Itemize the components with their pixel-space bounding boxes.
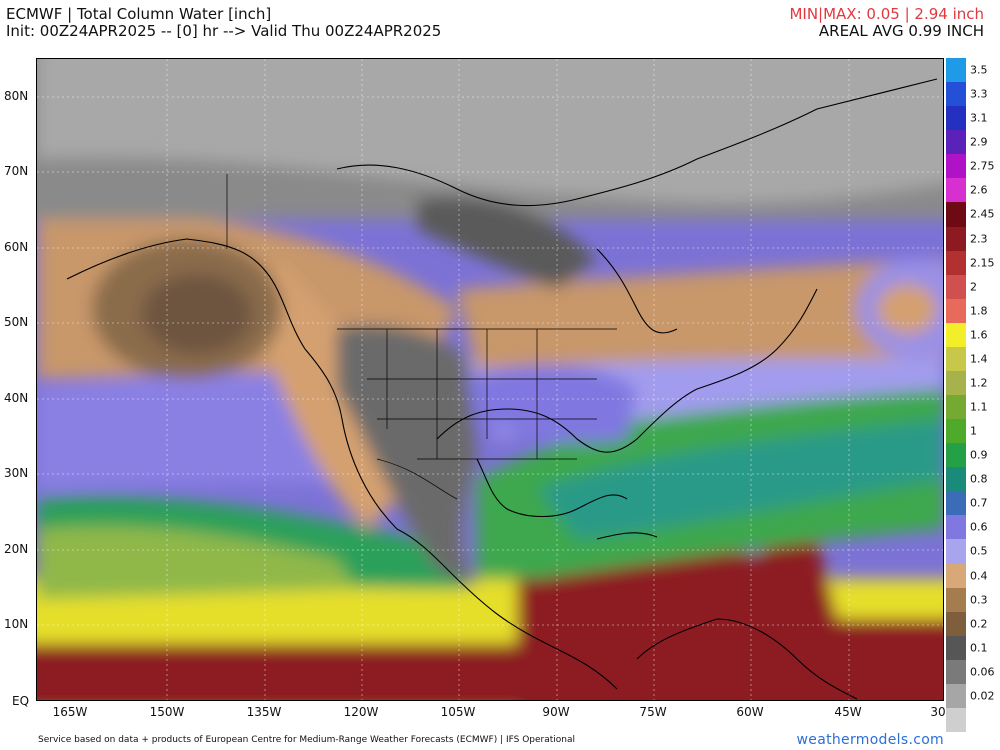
data-credit: Service based on data + products of Euro… [38, 735, 576, 745]
colorbar-swatch [946, 82, 966, 107]
colorbar-swatch [946, 683, 966, 709]
lat-label-30n: 30N [4, 466, 29, 480]
colorbar-tick-label: 2.9 [970, 135, 988, 149]
colorbar-swatch [946, 58, 966, 83]
lon-label-120w: 120W [343, 705, 379, 719]
colorbar-tick-label: 0.3 [970, 593, 988, 607]
map-canvas [37, 59, 943, 700]
state-borders [226, 174, 617, 500]
colorbar-tick-label: 0.06 [970, 665, 995, 679]
colorbar-swatch [946, 130, 966, 155]
lat-label-60n: 60N [4, 240, 29, 254]
colorbar-tick-label: 0.6 [970, 520, 988, 534]
lat-label-eq: EQ [12, 694, 30, 708]
lon-label-75w: 75W [639, 705, 667, 719]
colorbar-tick-label: 1.2 [970, 376, 988, 390]
lon-label-30w: 30 [930, 705, 946, 719]
lat-label-70n: 70N [4, 164, 29, 178]
colorbar-swatch [946, 395, 966, 420]
colorbar-tick-label: 3.5 [970, 63, 988, 77]
min-max-readout: MIN|MAX: 0.05 | 2.94 inch [789, 5, 984, 23]
colorbar-swatch [946, 250, 966, 276]
colorbar-swatch [946, 370, 966, 396]
colorbar-swatch [946, 563, 966, 589]
colorbar-swatch [946, 322, 966, 348]
colorbar-swatch [946, 659, 966, 685]
colorbar-swatch [946, 539, 966, 564]
lon-label-90w: 90W [542, 705, 570, 719]
lon-label-135w: 135W [246, 705, 282, 719]
init-valid-time: Init: 00Z24APR2025 -- [0] hr --> Valid T… [6, 22, 442, 40]
colorbar-tick-label: 0.02 [970, 689, 995, 703]
precipitable-water-map [36, 58, 944, 701]
lat-label-40n: 40N [4, 391, 29, 405]
colorbar-swatch [946, 202, 966, 227]
colorbar-tick-label: 2.3 [970, 232, 988, 246]
lon-label-150w: 150W [149, 705, 185, 719]
colorbar-tick-label: 0.4 [970, 569, 988, 583]
colorbar-tick-label: 0.2 [970, 617, 988, 631]
colorbar-swatch [946, 467, 966, 492]
colorbar-swatch [946, 515, 966, 540]
lon-label-60w: 60W [736, 705, 764, 719]
colorbar-swatch [946, 707, 966, 733]
colorbar-tick-label: 1.8 [970, 304, 988, 318]
colorbar-tick-label: 1.1 [970, 400, 988, 414]
colorbar-swatch [946, 443, 966, 468]
coastlines [66, 78, 938, 700]
colorbar-tick-label: 0.7 [970, 496, 988, 510]
colorbar-swatch [946, 154, 966, 179]
colorbar-tick-label: 1.4 [970, 352, 988, 366]
colorbar-tick-label: 3.3 [970, 87, 988, 101]
colorbar-tick-label: 0.8 [970, 472, 988, 486]
colorbar-tick-label: 2.15 [970, 256, 995, 270]
colorbar-tick-label: 2.75 [970, 159, 995, 173]
colorbar-tick-label: 1.6 [970, 328, 988, 342]
colorbar-swatch [946, 274, 966, 300]
colorbar-swatch [946, 419, 966, 444]
lon-label-45w: 45W [834, 705, 862, 719]
colorbar-swatch [946, 611, 966, 637]
colorbar-swatch [946, 491, 966, 516]
colorbar-swatch [946, 226, 966, 252]
colorbar-tick-label: 0.9 [970, 448, 988, 462]
colorbar-tick-label: 2 [970, 280, 977, 294]
colorbar-tick-label: 0.5 [970, 544, 988, 558]
lon-label-165w: 165W [52, 705, 88, 719]
areal-average-readout: AREAL AVG 0.99 INCH [818, 22, 984, 40]
colorbar-tick-label: 2.45 [970, 207, 995, 221]
colorbar-swatch [946, 106, 966, 131]
map-title: ECMWF | Total Column Water [inch] [6, 5, 272, 23]
colorbar-swatch [946, 346, 966, 372]
colorbar-swatch [946, 178, 966, 203]
lat-label-80n: 80N [4, 89, 29, 103]
lat-label-50n: 50N [4, 315, 29, 329]
colorbar-swatch [946, 298, 966, 324]
lat-label-10n: 10N [4, 617, 29, 631]
colorbar-swatch [946, 587, 966, 613]
colorbar-tick-label: 3.1 [970, 111, 988, 125]
brand-link[interactable]: weathermodels.com [796, 732, 944, 748]
colorbar-tick-label: 2.6 [970, 183, 988, 197]
colorbar [946, 58, 966, 733]
lon-label-105w: 105W [440, 705, 476, 719]
lat-label-20n: 20N [4, 542, 29, 556]
colorbar-swatch [946, 635, 966, 661]
colorbar-tick-label: 1 [970, 424, 977, 438]
colorbar-tick-label: 0.1 [970, 641, 988, 655]
